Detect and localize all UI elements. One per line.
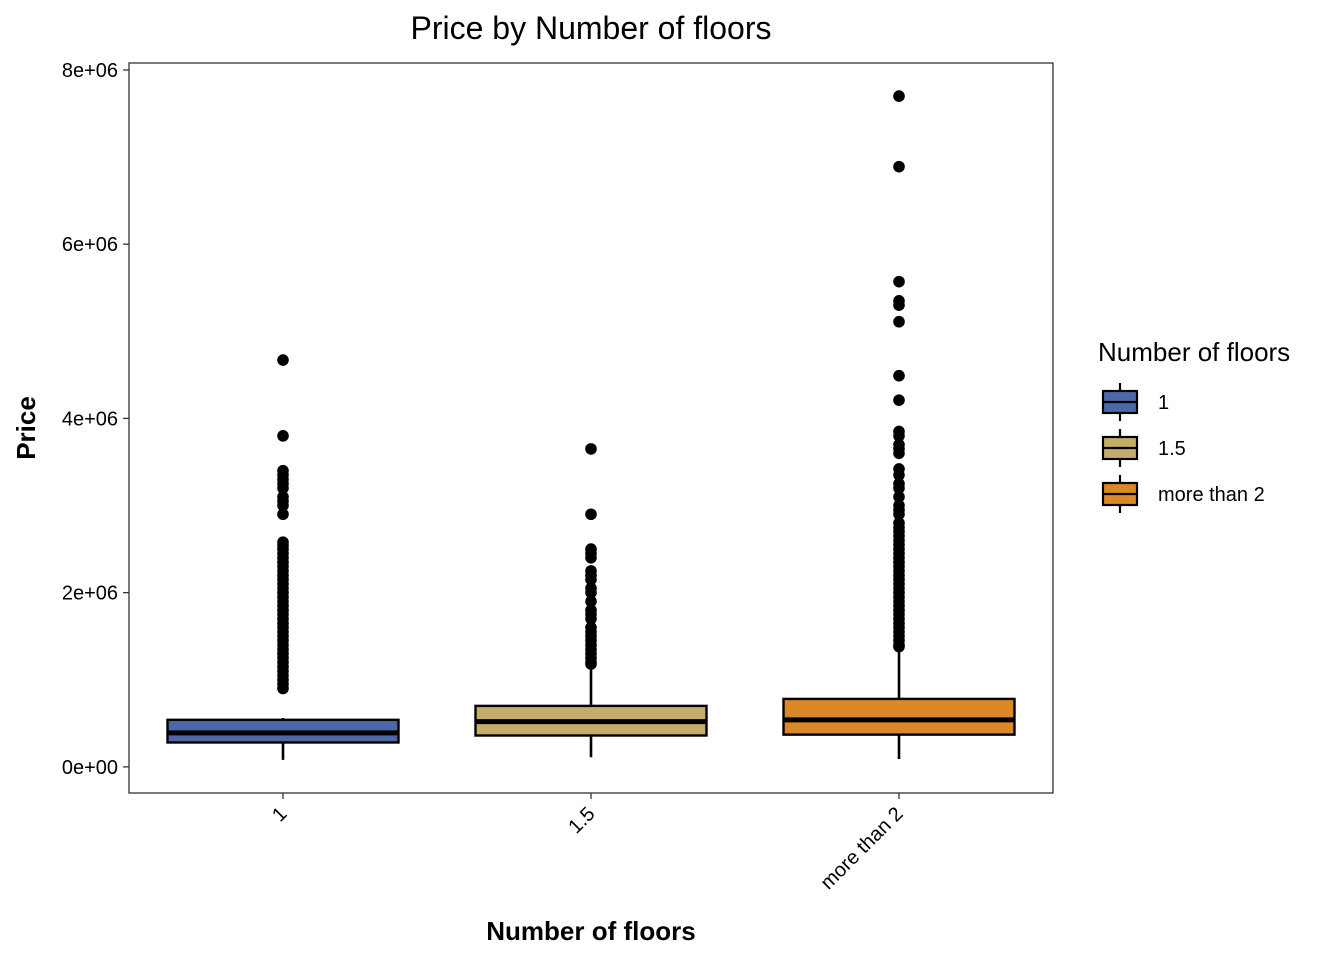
outlier-point	[893, 394, 905, 406]
outlier-point	[277, 430, 289, 442]
outlier-point	[893, 315, 905, 328]
y-tick-label: 8e+06	[62, 60, 118, 82]
iqr-box	[782, 697, 1016, 736]
x-axis-title: Number of floors	[486, 916, 695, 946]
outlier-point	[585, 595, 597, 608]
legend-title: Number of floors	[1098, 337, 1290, 367]
outlier-point	[893, 447, 905, 460]
outlier-point	[893, 275, 905, 288]
outlier-point	[893, 299, 905, 311]
y-tick-label: 2e+06	[62, 583, 118, 605]
box-series-group	[166, 90, 1016, 760]
legend-key-1	[1101, 383, 1139, 421]
outlier-point	[585, 508, 597, 521]
outlier-point	[585, 443, 597, 455]
box-1	[166, 354, 400, 760]
outlier-point	[585, 586, 597, 599]
outlier-point	[585, 573, 597, 586]
outlier-point	[893, 508, 905, 521]
y-tick-label: 0e+00	[62, 757, 118, 779]
legend-key-3	[1101, 475, 1139, 513]
x-tick-label: 1.5	[564, 803, 599, 838]
outlier-point	[893, 90, 905, 102]
outlier-point	[585, 551, 597, 564]
outlier-point	[893, 469, 905, 481]
outlier-point	[277, 482, 289, 494]
y-tick-label: 4e+06	[62, 408, 118, 430]
legend-key-2	[1101, 429, 1139, 467]
chart-title: Price by Number of floors	[410, 10, 771, 46]
x-axis: 1 1.5 more than 2	[268, 793, 908, 894]
outlier-point	[893, 491, 905, 503]
legend: Number of floors 1 1.5 more than 2	[1098, 337, 1290, 513]
legend-label: 1.5	[1158, 438, 1186, 460]
outlier-point	[277, 508, 289, 521]
outlier-point	[893, 430, 905, 442]
outlier-point	[277, 499, 289, 512]
y-tick-label: 6e+06	[62, 234, 118, 256]
outlier-point	[893, 482, 905, 494]
outlier-point	[893, 369, 905, 382]
outlier-point	[277, 682, 289, 695]
outlier-point	[893, 640, 905, 653]
y-axis: 0e+00 2e+06 4e+06 6e+06 8e+06	[62, 60, 129, 779]
outlier-point	[277, 354, 289, 366]
box-2	[474, 443, 708, 758]
legend-label: 1	[1158, 392, 1169, 414]
outlier-point	[585, 612, 597, 625]
box-3	[782, 90, 1016, 760]
outlier-point	[585, 658, 597, 670]
x-tick-label: more than 2	[817, 803, 908, 894]
x-tick-label: 1	[268, 803, 291, 826]
legend-label: more than 2	[1158, 484, 1265, 506]
outlier-point	[893, 160, 905, 173]
y-axis-title: Price	[11, 396, 41, 460]
